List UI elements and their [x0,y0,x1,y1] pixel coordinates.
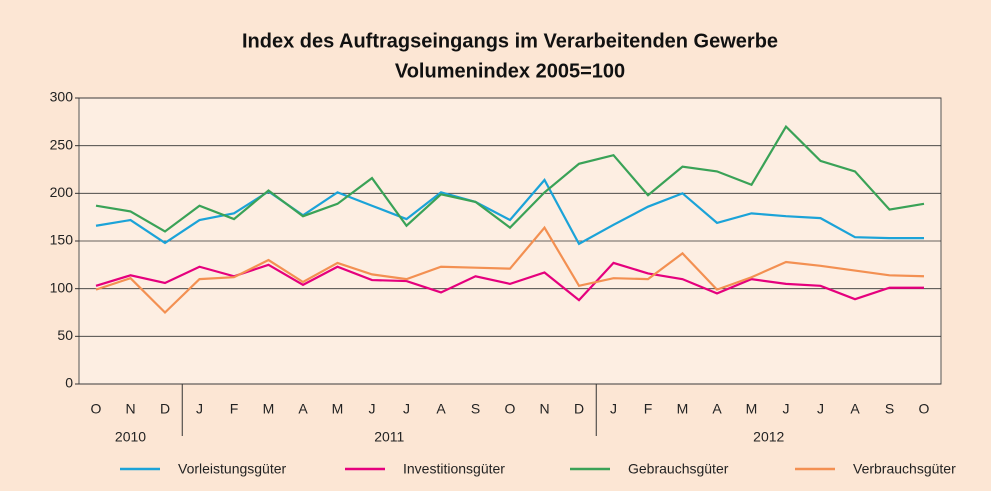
x-tick-label: M [677,401,689,417]
y-tick-label: 300 [50,89,74,105]
x-group-label: 2010 [115,429,146,445]
legend-label: Verbrauchsgüter [853,461,956,477]
x-tick-label: F [644,401,653,417]
x-tick-label: A [712,401,722,417]
x-tick-label: J [369,401,376,417]
x-tick-label: D [574,401,584,417]
x-tick-label: A [298,401,308,417]
legend-label: Vorleistungsgüter [178,461,287,477]
series-line [95,178,924,246]
x-tick-label: F [230,401,239,417]
x-tick-label: M [746,401,758,417]
y-tick-label: 200 [50,184,74,200]
x-tick-label: D [160,401,170,417]
x-tick-label: J [196,401,203,417]
y-tick-label: 150 [50,232,74,248]
y-tick-label: 50 [57,327,73,343]
y-tick-label: 100 [50,279,74,295]
x-tick-label: J [783,401,790,417]
x-group-label: 2011 [374,429,404,445]
legend-label: Gebrauchsgüter [628,461,729,477]
x-tick-label: S [885,401,894,417]
x-tick-label: M [332,401,344,417]
y-tick-label: 0 [65,375,73,391]
series-line [95,124,925,233]
chart-subtitle: Volumenindex 2005=100 [395,60,625,82]
x-tick-label: O [919,401,930,417]
x-tick-label: J [403,401,410,417]
x-tick-label: N [539,401,549,417]
x-tick-label: A [850,401,860,417]
chart-title: Index des Auftragseingangs im Verarbeite… [242,30,778,52]
x-tick-label: A [436,401,446,417]
series-line [95,225,925,315]
x-tick-label: O [505,401,516,417]
x-tick-label: N [125,401,135,417]
x-tick-label: M [263,401,275,417]
legend-label: Investitionsgüter [403,461,505,477]
x-group-label: 2012 [753,429,784,445]
x-tick-label: O [91,401,102,417]
x-tick-label: S [471,401,480,417]
x-tick-label: J [610,401,617,417]
y-tick-label: 250 [50,136,74,152]
x-tick-label: J [817,401,824,417]
